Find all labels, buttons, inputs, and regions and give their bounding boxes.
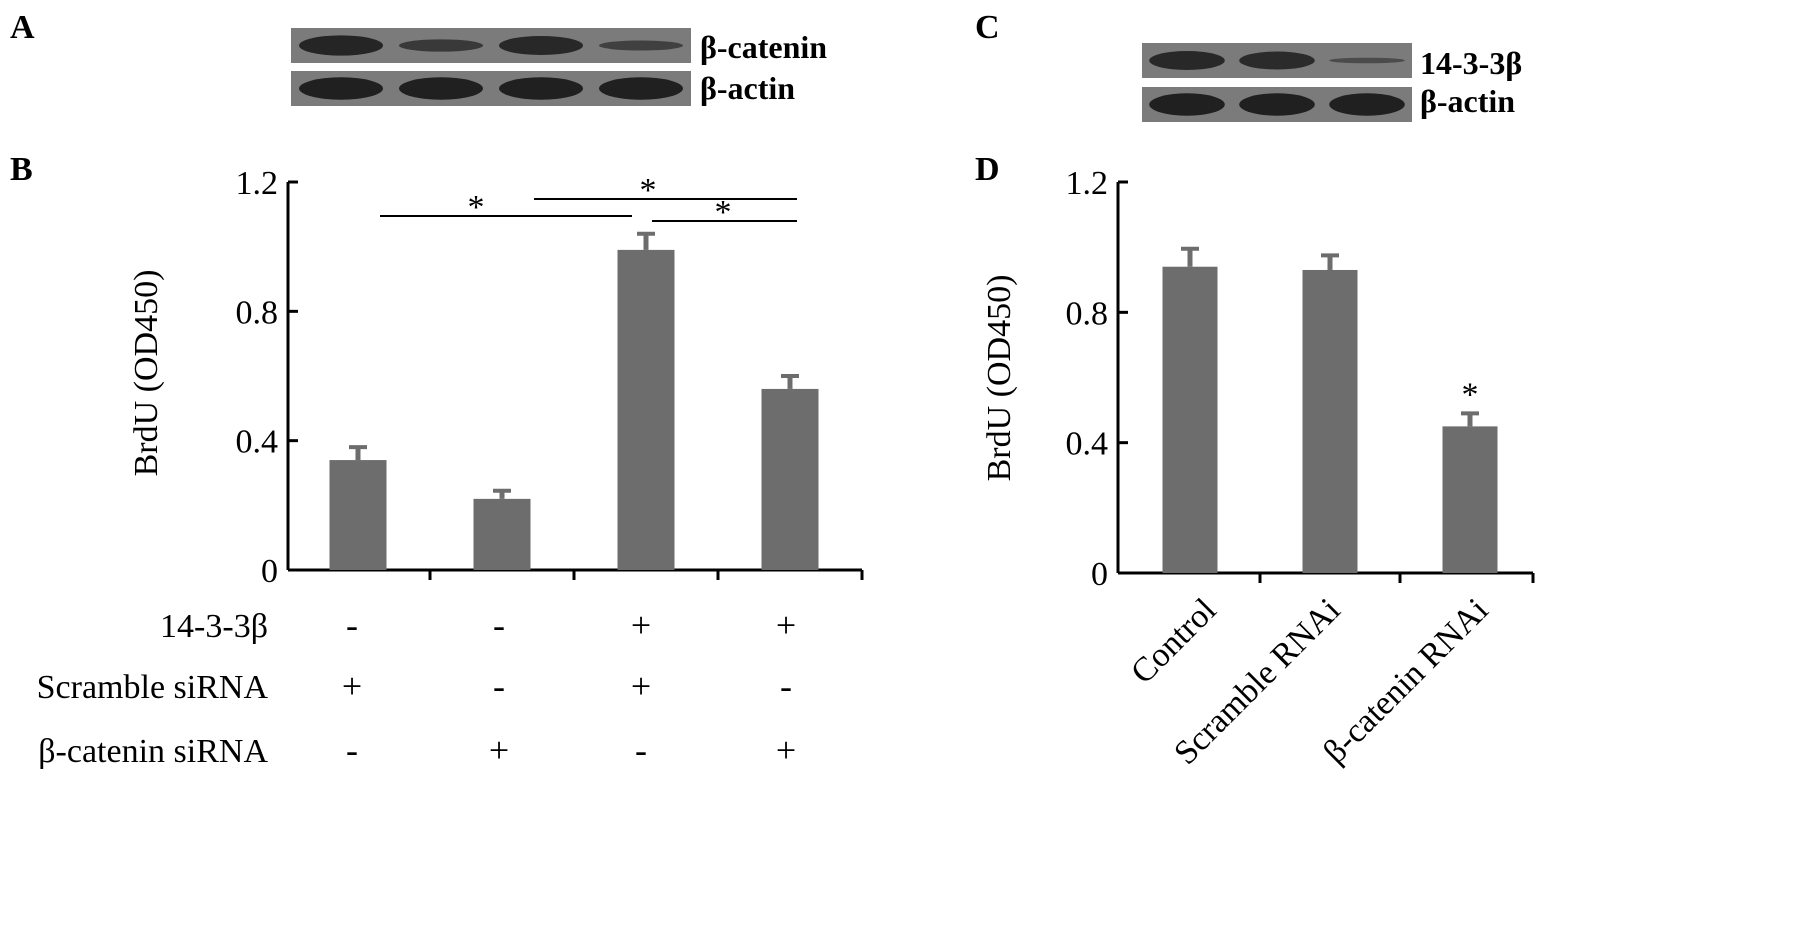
condition-sign: - xyxy=(493,666,505,706)
chart-d-category-label-1: Control xyxy=(1124,591,1224,691)
condition-sign: - xyxy=(346,605,358,645)
chart-b-significance-star-2: * xyxy=(640,172,657,209)
chart-d-y-tick-label: 0.4 xyxy=(1066,426,1109,463)
panel-letter-a: A xyxy=(10,9,35,46)
blot-a-band-row2-lane1 xyxy=(299,77,383,100)
blot-a-band-row1-lane4 xyxy=(599,40,683,51)
chart-d-y-tick-label: 0.8 xyxy=(1066,295,1109,332)
condition-sign: - xyxy=(493,605,505,645)
panel-letter-c: C xyxy=(975,9,1000,46)
chart-d-significance-star: * xyxy=(1462,376,1479,413)
chart-b-y-tick-label: 0 xyxy=(261,553,278,590)
chart-b-bar-2 xyxy=(473,498,531,570)
blot-c-band-row1-lane3 xyxy=(1329,57,1405,64)
bar-chart-b: BrdU (OD450) 0 0.4 0.8 1.2 * * * xyxy=(128,165,864,590)
blot-c-band-row1-lane2 xyxy=(1239,51,1315,70)
blot-a-band-row1-lane1 xyxy=(299,35,383,56)
chart-b-y-tick-label: 0.8 xyxy=(236,294,279,331)
western-blot-a xyxy=(291,28,691,106)
western-blot-c xyxy=(1142,43,1412,122)
condition-sign: + xyxy=(631,666,651,706)
blot-c-band-row1-lane1 xyxy=(1149,50,1225,71)
blot-a-band-row2-lane2 xyxy=(399,77,483,100)
chart-b-significance-star-3: * xyxy=(715,194,732,231)
blot-a-label-beta-actin: β-actin xyxy=(700,70,795,106)
condition-table-b: 14-3-3β Scramble siRNA β-catenin siRNA -… xyxy=(37,605,797,770)
chart-b-y-tick-label: 1.2 xyxy=(236,165,279,202)
chart-b-bar-3 xyxy=(617,249,675,570)
blot-a-label-beta-catenin: β-catenin xyxy=(700,29,827,65)
blot-a-band-row2-lane3 xyxy=(499,77,583,100)
chart-d-y-tick-label: 0 xyxy=(1091,556,1108,593)
condition-sign: - xyxy=(346,730,358,770)
condition-sign: + xyxy=(776,605,796,645)
panel-letter-d: D xyxy=(975,151,1000,188)
chart-d-bar-3 xyxy=(1442,426,1498,573)
blot-c-label-beta-actin: β-actin xyxy=(1420,83,1515,119)
chart-d-bar-2 xyxy=(1302,269,1358,573)
chart-d-ylabel: BrdU (OD450) xyxy=(981,275,1018,482)
chart-d-bar-1 xyxy=(1162,266,1218,573)
blot-a-band-row1-lane2 xyxy=(399,39,483,52)
condition-sign: + xyxy=(776,730,796,770)
blot-c-band-row2-lane1 xyxy=(1149,93,1225,116)
condition-sign: + xyxy=(489,730,509,770)
row-label-scramble-sirna: Scramble siRNA xyxy=(37,669,269,706)
chart-b-bar-4 xyxy=(761,388,819,570)
chart-b-significance-star-1: * xyxy=(468,189,485,226)
row-label-14-3-3b: 14-3-3β xyxy=(160,608,268,645)
chart-b-y-tick-label: 0.4 xyxy=(236,424,279,461)
blot-c-band-row2-lane2 xyxy=(1239,93,1315,116)
chart-b-bar-1 xyxy=(329,460,387,570)
chart-d-y-tick-label: 1.2 xyxy=(1066,165,1109,202)
row-label-beta-catenin-sirna: β-catenin siRNA xyxy=(38,733,268,770)
blot-a-band-row1-lane3 xyxy=(499,35,583,56)
panel-letter-b: B xyxy=(10,151,33,188)
blot-c-label-14-3-3b: 14-3-3β xyxy=(1420,45,1522,81)
condition-sign: - xyxy=(780,666,792,706)
condition-sign: + xyxy=(342,666,362,706)
blot-c-band-row2-lane3 xyxy=(1329,93,1405,116)
condition-sign: + xyxy=(631,605,651,645)
chart-b-ylabel: BrdU (OD450) xyxy=(128,270,165,477)
condition-sign: - xyxy=(635,730,647,770)
blot-a-band-row2-lane4 xyxy=(599,77,683,100)
